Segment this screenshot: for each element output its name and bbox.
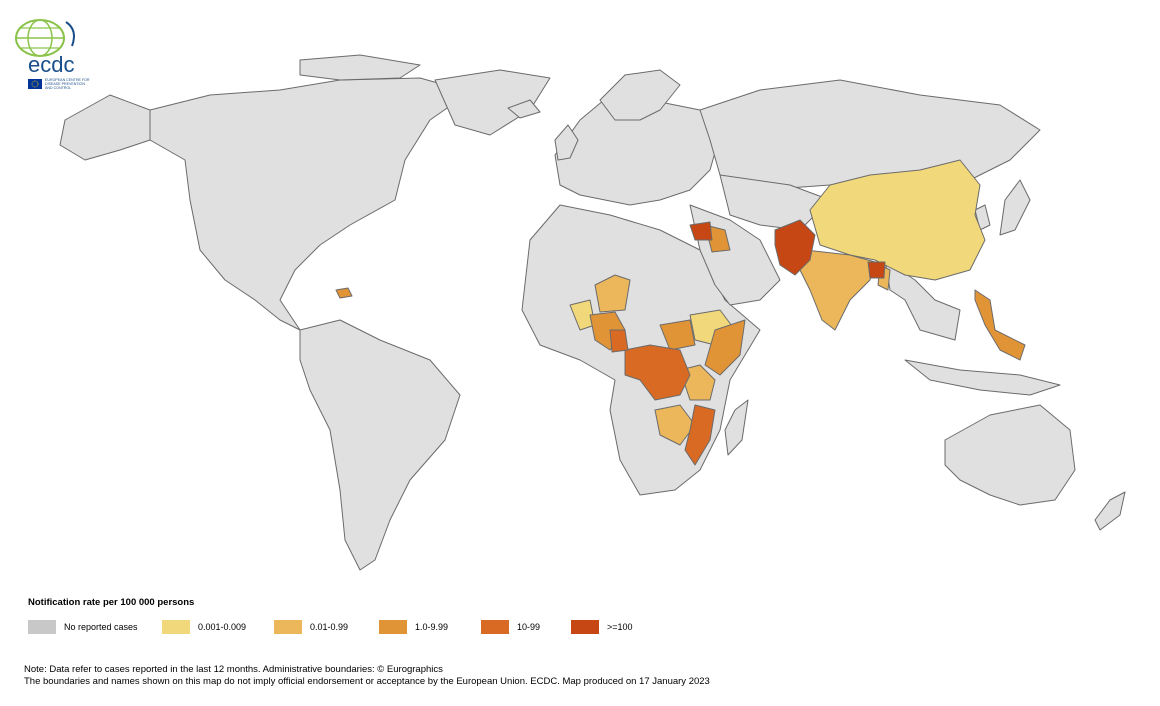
eu-flag-icon — [28, 79, 42, 89]
legend-item-001-099: 0.01-0.99 — [274, 620, 348, 634]
legend-swatch — [379, 620, 407, 634]
country-kenya-somalia — [704, 319, 746, 376]
logo-subtitle-1: EUROPEAN CENTRE FOR — [45, 78, 90, 82]
country-india — [799, 249, 876, 331]
legend-item-0001-0009: 0.001-0.009 — [162, 620, 246, 634]
country-philippines — [974, 289, 1026, 361]
country-haiti — [335, 287, 353, 299]
russia — [699, 79, 1041, 191]
legend-label: 0.001-0.009 — [198, 622, 247, 632]
uk-ireland — [554, 124, 579, 161]
legend-label: 0.01-0.99 — [310, 622, 349, 632]
legend-item-100-plus: >=100 — [571, 620, 633, 634]
country-drc — [624, 344, 691, 401]
country-sudan-south-sudan — [659, 319, 696, 351]
note-line-1: Note: Data refer to cases reported in th… — [24, 664, 443, 675]
country-bangladesh — [867, 261, 886, 279]
north-america — [149, 77, 471, 331]
world-map — [59, 54, 1126, 571]
alaska — [59, 94, 151, 161]
logo-subtitle-2: DISEASE PREVENTION — [45, 82, 85, 86]
legend-title: Notification rate per 100 000 persons — [28, 597, 195, 608]
legend-swatch — [274, 620, 302, 634]
legend-swatch — [571, 620, 599, 634]
legend-swatch — [481, 620, 509, 634]
greenland — [434, 69, 551, 136]
new-zealand — [1094, 491, 1126, 531]
logo-subtitle-3: AND CONTROL — [45, 86, 71, 90]
south-america — [299, 319, 461, 571]
indonesia — [904, 359, 1061, 396]
country-mozambique-malawi — [684, 404, 716, 466]
country-syria-lebanon — [689, 221, 713, 241]
madagascar — [724, 399, 749, 456]
country-niger-mali — [594, 274, 631, 313]
legend-item-10-999: 1.0-9.99 — [379, 620, 448, 634]
logo-wordmark: ecdc — [28, 52, 74, 77]
country-china — [809, 159, 986, 281]
canadian-archipelago — [299, 54, 421, 81]
scandinavia — [599, 69, 681, 121]
legend-item-no-reported-cases: No reported cases — [28, 620, 138, 634]
globe-icon — [15, 19, 75, 57]
legend-swatch — [28, 620, 56, 634]
legend-label: >=100 — [607, 622, 633, 632]
country-zambia-zimbabwe — [654, 404, 696, 446]
iceland — [507, 99, 541, 119]
southeast-asia — [884, 259, 961, 341]
reporting-countries — [335, 159, 1026, 466]
note-line-2: The boundaries and names shown on this m… — [24, 676, 710, 687]
legend-label: 10-99 — [517, 622, 541, 632]
legend-label: 1.0-9.99 — [415, 622, 449, 632]
australia — [944, 404, 1076, 506]
legend-label: No reported cases — [64, 622, 138, 632]
legend-item-10-99: 10-99 — [481, 620, 540, 634]
country-afghanistan-pakistan — [774, 219, 816, 276]
japan — [999, 179, 1031, 236]
country-cameroon — [609, 329, 629, 353]
legend-swatch — [162, 620, 190, 634]
ecdc-logo: ecdc EUROPEAN CENTRE FOR DISEASE PREVENT… — [15, 19, 90, 90]
